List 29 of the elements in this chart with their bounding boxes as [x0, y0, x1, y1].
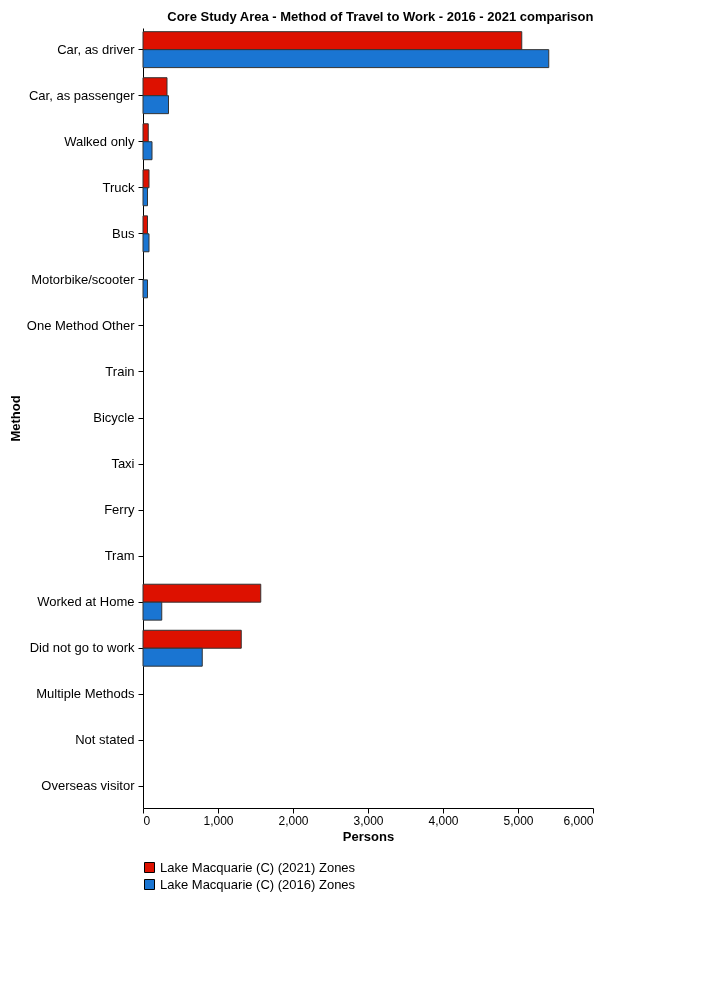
y-tick-label: Ferry: [104, 502, 135, 518]
y-tick-label: Not stated: [75, 732, 135, 748]
legend-label: Lake Macquarie (C) (2021) Zones: [160, 859, 356, 875]
y-tick-label: Tram: [104, 548, 135, 564]
y-axis-title: Method: [7, 395, 23, 442]
x-tick-label: 4,000: [428, 813, 459, 828]
y-tick-label: Bicycle: [93, 410, 135, 425]
x-axis-title: Persons: [342, 828, 395, 844]
chart-title: Core Study Area - Method of Travel to Work - 2016 - 2021 comparison: [167, 9, 594, 24]
y-tick-label: Truck: [102, 179, 135, 195]
y-tick-label: Worked at Home: [37, 594, 135, 610]
x-tick-label: 0: [143, 813, 151, 828]
y-tick-label: Taxi: [111, 456, 135, 472]
y-tick-label: Did not go to work: [29, 640, 135, 656]
x-tick-label: 2,000: [278, 813, 309, 828]
y-tick-label: Car, as driver: [57, 41, 136, 57]
y-tick-label: Car, as passenger: [28, 87, 136, 103]
y-tick-label: Overseas visitor: [41, 778, 136, 794]
legend-label: Lake Macquarie (C) (2016) Zones: [160, 876, 356, 892]
y-tick-label: Bus: [112, 225, 135, 241]
y-tick-label: Walked only: [64, 133, 135, 149]
x-tick-label: 5,000: [503, 813, 534, 828]
y-tick-label: Motorbike/scooter: [31, 271, 136, 287]
y-tick-label: Train: [105, 363, 135, 379]
x-tick-label: 6,000: [563, 813, 594, 828]
y-tick-label: Multiple Methods: [36, 686, 135, 702]
x-tick-label: 1,000: [203, 813, 234, 828]
x-tick-label: 3,000: [353, 813, 384, 828]
y-tick-label: One Method Other: [26, 317, 136, 333]
